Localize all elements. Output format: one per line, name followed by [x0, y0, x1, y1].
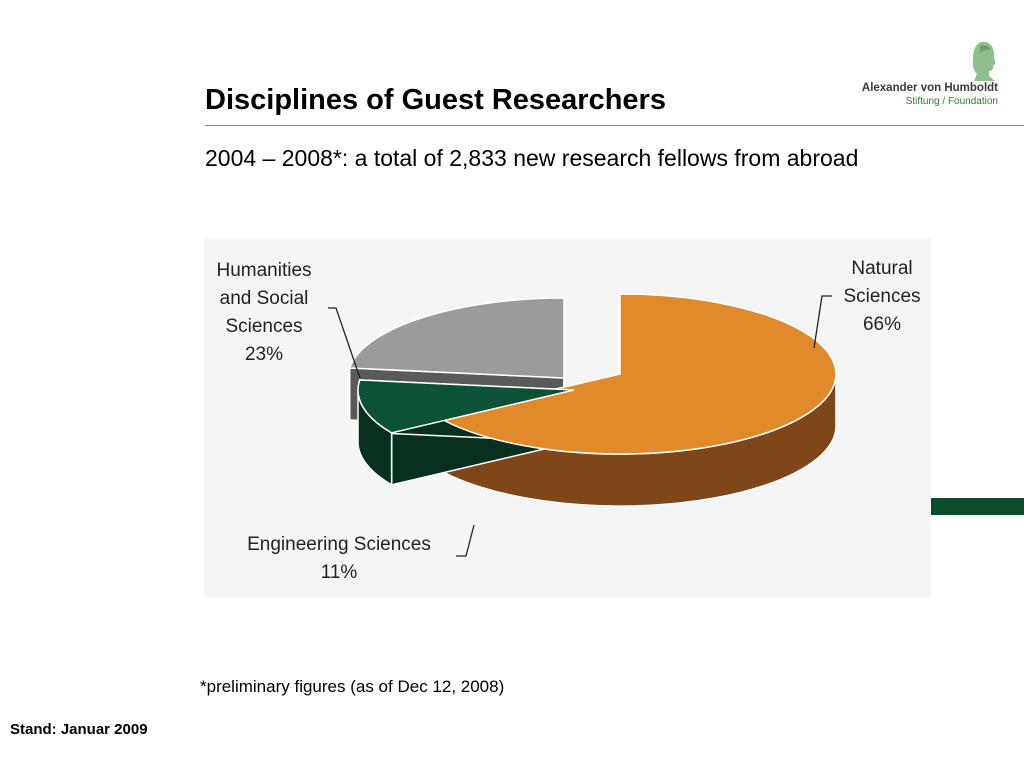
slice-label-natural-sciences: Natural Sciences 66% [843, 258, 920, 335]
pie-chart-panel: Natural Sciences 66% Engineering Sciences 11… [204, 238, 931, 598]
slice-label-line-humanities-social-sciences: Humanities [216, 260, 311, 281]
slice-value-humanities-social-sciences: 23% [245, 344, 283, 365]
leader-line-engineering-sciences [456, 524, 475, 557]
pie-slice-engineering-sciences [357, 379, 575, 434]
humboldt-logo: Alexander von Humboldt Stiftung / Founda… [858, 40, 998, 110]
slice-value-natural-sciences: 66% [863, 314, 901, 335]
page-subtitle: 2004 – 2008*: a total of 2,833 new resea… [205, 145, 859, 171]
pie-chart: Natural Sciences 66% Engineering Sciences 11… [216, 258, 920, 583]
slice-label-line-natural-sciences: Natural [851, 258, 912, 279]
humboldt-portrait-icon [972, 41, 996, 81]
title-divider [205, 125, 1024, 126]
accent-bar [931, 498, 1024, 515]
leader-line-humanities-social-sciences [328, 307, 361, 379]
leader-line-natural-sciences [813, 295, 832, 349]
footnote: *preliminary figures (as of Dec 12, 2008… [200, 677, 505, 696]
page-title: Disciplines of Guest Researchers [205, 84, 666, 116]
stand-date: Stand: Januar 2009 [10, 721, 148, 738]
slice-value-engineering-sciences: 11% [321, 562, 358, 583]
slice-label-humanities-social-sciences: Humanities and Social Sciences 23% [216, 260, 311, 365]
logo-subtitle: Stiftung / Foundation [905, 96, 998, 107]
slice-label-line-natural-sciences: Sciences [843, 286, 920, 307]
pie-slice-natural-sciences [435, 293, 837, 455]
slice-label-line-humanities-social-sciences: Sciences [225, 316, 302, 337]
slice-label-engineering-sciences: Engineering Sciences 11% [247, 534, 431, 583]
slice-label-line-humanities-social-sciences: and Social [220, 288, 309, 309]
logo-name: Alexander von Humboldt [861, 82, 998, 94]
slice-label-line-engineering-sciences: Engineering Sciences [247, 534, 431, 555]
pie-slice-humanities-social-sciences [348, 297, 565, 379]
